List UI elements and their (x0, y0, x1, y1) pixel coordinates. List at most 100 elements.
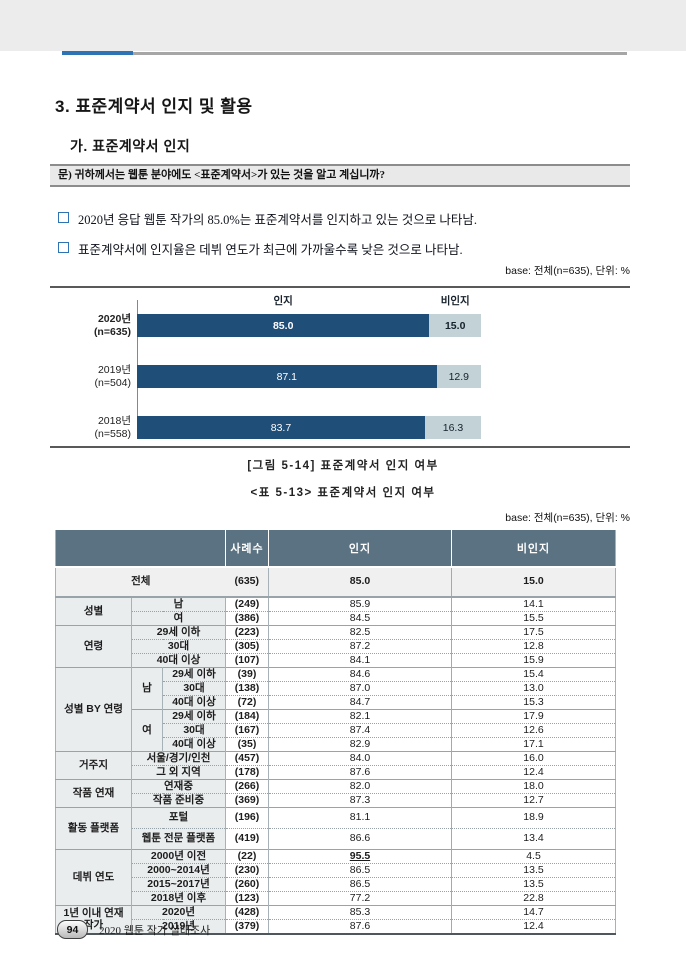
category-label: 2018년 이후 (131, 891, 226, 906)
table-corner-cell (55, 530, 226, 568)
unaware-value-cell: 15.4 (451, 667, 616, 682)
top-rule (62, 51, 627, 55)
group-label: 활동 플랫폼 (55, 807, 132, 850)
square-bullet-icon (58, 242, 69, 253)
category-label: 40대 이상 (131, 653, 226, 668)
sample-size-cell: (178) (225, 765, 269, 780)
stacked-bar-chart: 인지 비인지 2020년 (n=635) 85.0 15.0 2019년 (n=504) 87… (50, 286, 630, 448)
table-row: 활동 플랫폼 포털 (196) 81.1 18.9 (55, 807, 616, 850)
table-row: 40대 이상 (72) 84.7 15.3 (56, 695, 616, 710)
aware-value-cell: 81.1 (268, 807, 452, 829)
sample-size-cell: (260) (225, 877, 269, 892)
bar-segment-aware: 83.7 (137, 416, 425, 439)
group-label: 작품 연재 (55, 779, 132, 808)
category-label: 그 외 지역 (131, 765, 226, 780)
chart-category-label: 2018년 (n=558) (50, 415, 137, 440)
bar-segment-unaware: 15.0 (429, 314, 481, 337)
bar-track: 83.7 16.3 (137, 416, 481, 439)
sample-size-cell: (386) (225, 611, 269, 626)
table-row: 성별 BY 연령 남 29세 이하 (39) 84.6 15.4 (55, 667, 616, 752)
bar-segment-unaware: 16.3 (424, 416, 481, 439)
sample-size-cell: (428) (225, 905, 269, 920)
total-label: 전체 (55, 567, 226, 598)
footer-title: 2020 웹툰 작가 실태조사 (99, 924, 211, 937)
base-note-table: base: 전체(n=635), 단위: % (505, 512, 630, 524)
aware-value-cell: 84.7 (268, 695, 452, 710)
statistics-table-wrap: 사례수 인지 비인지 전체 (635) 85.0 15.0 성별 남 (249) 85… (55, 530, 616, 935)
group-label: 데뷔 연도 (55, 849, 132, 906)
bar-segment-aware: 87.1 (137, 365, 437, 388)
survey-question-box: 문) 귀하께서는 웹툰 분야에도 <표준계약서>가 있는 것을 알고 계십니까? (50, 164, 630, 187)
table-body: 전체 (635) 85.0 15.0 성별 남 (249) 85.9 14.1 여 (386… (55, 567, 616, 934)
unaware-value-cell: 14.7 (451, 905, 616, 920)
category-label: 29세 이하 (131, 625, 226, 640)
table-row: 작품 연재 연재중 (266) 82.0 18.0 (55, 779, 616, 808)
chart-rows: 2020년 (n=635) 85.0 15.0 2019년 (n=504) 87.1 12.9… (50, 313, 630, 467)
category-label: 여 (131, 611, 226, 626)
table-row: 2019년 (379) 87.6 12.4 (56, 919, 616, 934)
category-label: 40대 이상 (162, 695, 226, 710)
unaware-value-cell: 17.5 (451, 625, 616, 640)
table-row: 여 (386) 84.5 15.5 (56, 611, 616, 626)
aware-value-cell: 85.9 (268, 596, 452, 612)
finding-text: 표준계약서에 인지율은 데뷔 연도가 최근에 가까울수록 낮은 것으로 나타남. (78, 243, 463, 257)
aware-value-cell: 84.1 (268, 653, 452, 668)
total-unaware: 15.0 (451, 567, 616, 598)
table-row: 2015~2017년 (260) 86.5 13.5 (56, 877, 616, 892)
table-row: 성별 남 (249) 85.9 14.1 (55, 596, 616, 626)
chart-category-label: 2019년 (n=504) (50, 364, 137, 389)
aware-value-cell: 86.6 (268, 828, 452, 850)
sample-size-cell: (369) (225, 793, 269, 808)
group-label: 연령 (55, 625, 132, 668)
aware-value-cell: 87.6 (268, 919, 452, 934)
group-label: 거주지 (55, 751, 132, 780)
category-label: 30대 (162, 681, 226, 696)
unaware-value-cell: 15.9 (451, 653, 616, 668)
column-header-n: 사례수 (225, 530, 269, 568)
aware-value-cell: 87.2 (268, 639, 452, 654)
aware-value-cell: 84.5 (268, 611, 452, 626)
aware-value-cell: 82.1 (268, 709, 452, 724)
unaware-value-cell: 4.5 (451, 849, 616, 864)
unaware-value-cell: 15.5 (451, 611, 616, 626)
sample-size-cell: (196) (225, 807, 269, 829)
sample-size-cell: (22) (225, 849, 269, 864)
sample-size-cell: (223) (225, 625, 269, 640)
unaware-value-cell: 12.7 (451, 793, 616, 808)
section-title: 3. 표준계약서 인지 및 활용 (55, 97, 253, 116)
category-label: 포털 (131, 807, 226, 829)
finding-bullet: 표준계약서에 인지율은 데뷔 연도가 최근에 가까울수록 낮은 것으로 나타남. (58, 239, 463, 258)
chart-category-year: 2019년 (97, 364, 131, 377)
unaware-value-cell: 12.4 (451, 765, 616, 780)
aware-value-cell: 86.5 (268, 863, 452, 878)
category-label: 연재중 (131, 779, 226, 794)
sample-size-cell: (138) (225, 681, 269, 696)
figure-caption: [그림 5-14] 표준계약서 인지 여부 (247, 460, 439, 472)
aware-value-cell: 82.9 (268, 737, 452, 752)
unaware-value-cell: 15.3 (451, 695, 616, 710)
unaware-value-cell: 13.5 (451, 877, 616, 892)
subsection-title: 가. 표준계약서 인지 (70, 138, 191, 154)
aware-value-cell: 87.3 (268, 793, 452, 808)
sample-size-cell: (230) (225, 863, 269, 878)
sample-size-cell: (107) (225, 653, 269, 668)
table-row: 데뷔 연도 2000년 이전 (22) 95.5 4.5 (55, 849, 616, 906)
unaware-value-cell: 13.4 (451, 828, 616, 850)
aware-value-cell: 95.5 (268, 849, 452, 864)
total-row: 전체 (635) 85.0 15.0 (55, 567, 616, 598)
unaware-value-cell: 12.6 (451, 723, 616, 738)
aware-value-cell: 87.0 (268, 681, 452, 696)
chart-category-n: (n=558) (94, 427, 131, 440)
table-row: 웹툰 전문 플랫폼 (419) 86.6 13.4 (56, 828, 616, 850)
finding-bullet: 2020년 응답 웹툰 작가의 85.0%는 표준계약서를 인지하고 있는 것으… (58, 209, 477, 228)
category-label: 서울/경기/인천 (131, 751, 226, 766)
sample-size-cell: (457) (225, 751, 269, 766)
sample-size-cell: (305) (225, 639, 269, 654)
column-header-aware: 인지 (268, 530, 452, 568)
aware-value-cell: 82.0 (268, 779, 452, 794)
aware-value-cell: 77.2 (268, 891, 452, 906)
sample-size-cell: (72) (225, 695, 269, 710)
aware-value-cell: 82.5 (268, 625, 452, 640)
category-label: 웹툰 전문 플랫폼 (131, 828, 226, 850)
